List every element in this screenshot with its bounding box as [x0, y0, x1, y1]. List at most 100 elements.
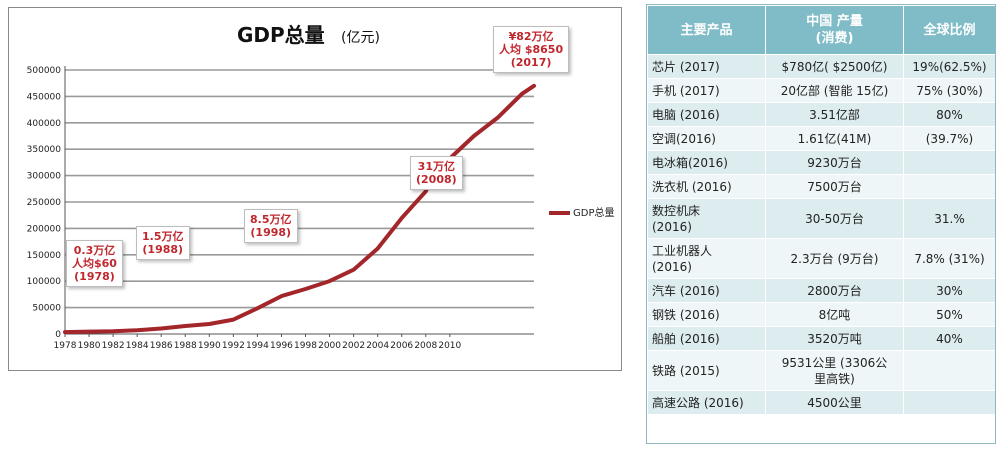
table-row: 电冰箱(2016) 9230万台 [647, 150, 995, 175]
cell-global-share: 19%(62.5%) [903, 54, 995, 79]
cell-china-output: 20亿部 (智能 15亿) [765, 78, 904, 103]
header-global-share: 全球比例 [903, 5, 995, 55]
x-tick-label: 2008 [414, 341, 437, 351]
cell-china-output: 2.3万台 (9万台) [765, 238, 904, 279]
table-row: 工业机器人 (2016) 2.3万台 (9万台) 7.8% (31%) [647, 238, 995, 279]
annotation-line: (2017) [510, 56, 552, 69]
x-tick-label: 2006 [390, 341, 413, 351]
annotation-1978: 0.3万亿 人均$60 (1978) [66, 240, 123, 287]
table-row: 船舶 (2016) 3520万吨 40% [647, 326, 995, 351]
table-row: 手机 (2017) 20亿部 (智能 15亿) 75% (30%) [647, 78, 995, 103]
cell-global-share [903, 350, 995, 391]
cell-china-output: 30-50万台 [765, 198, 904, 239]
x-tick-label: 2004 [366, 341, 389, 351]
cell-global-share [903, 150, 995, 175]
x-tick-label: 1996 [270, 341, 293, 351]
annotation-line: 1.5万亿 [142, 230, 184, 243]
table-row: 空调(2016) 1.61亿(41M) (39.7%) [647, 126, 995, 151]
annotation-line: (2008) [416, 173, 457, 186]
cell-product: 芯片 (2017) [647, 54, 766, 79]
y-tick-label: 500000 [27, 66, 62, 76]
gdp-chart-panel: GDP总量 (亿元) 0 50000 100000 150000 200000 250000 3… [8, 7, 622, 371]
annotation-line: 人均$60 [72, 257, 117, 270]
y-tick-label: 300000 [27, 172, 62, 182]
table-row: 洗衣机 (2016) 7500万台 [647, 174, 995, 199]
cell-china-output: 9531公里 (3306公 里高铁) [765, 350, 904, 391]
annotation-line: 人均 $8650 [499, 43, 564, 56]
cell-china-output: 8亿吨 [765, 302, 904, 327]
header-product: 主要产品 [647, 5, 766, 55]
cell-global-share: 31.% [903, 198, 995, 239]
annotation-2008: 31万亿 (2008) [410, 156, 463, 190]
x-tick-label: 1978 [54, 341, 77, 351]
x-tick-label: 1990 [198, 341, 221, 351]
cell-china-output: 3.51亿部 [765, 102, 904, 127]
cell-china-output: 7500万台 [765, 174, 904, 199]
y-tick-label: 0 [55, 330, 61, 340]
cell-product: 电脑 (2016) [647, 102, 766, 127]
cell-global-share [903, 174, 995, 199]
cell-product: 汽车 (2016) [647, 278, 766, 303]
x-tick-label: 1984 [126, 341, 149, 351]
annotation-1998: 8.5万亿 (1998) [244, 209, 298, 243]
cell-product: 船舶 (2016) [647, 326, 766, 351]
annotation-line: (1988) [142, 243, 184, 256]
y-tick-label: 50000 [32, 304, 61, 314]
production-table-panel: 主要产品 中国 产量 (消费) 全球比例 芯片 (2017) $780亿( $25… [646, 4, 996, 444]
cell-global-share: 75% (30%) [903, 78, 995, 103]
cell-china-output: 2800万台 [765, 278, 904, 303]
cell-product: 空调(2016) [647, 126, 766, 151]
annotation-line: 31万亿 [417, 160, 455, 173]
table-row: 钢铁 (2016) 8亿吨 50% [647, 302, 995, 327]
x-tick-label: 2010 [438, 341, 461, 351]
cell-china-output: 1.61亿(41M) [765, 126, 904, 151]
chart-title: GDP总量 [237, 23, 325, 47]
cell-product: 工业机器人 (2016) [647, 238, 766, 279]
cell-china-output: 9230万台 [765, 150, 904, 175]
cell-global-share: 30% [903, 278, 995, 303]
annotation-2017: ¥82万亿 人均 $8650 (2017) [493, 26, 570, 73]
cell-china-output: 3520万吨 [765, 326, 904, 351]
annotation-line: (1998) [250, 226, 292, 239]
annotation-1988: 1.5万亿 (1988) [136, 226, 190, 260]
x-tick-label: 1982 [102, 341, 125, 351]
x-tick-label: 1994 [246, 341, 269, 351]
y-tick-label: 400000 [27, 119, 62, 129]
cell-global-share: 7.8% (31%) [903, 238, 995, 279]
cell-product: 洗衣机 (2016) [647, 174, 766, 199]
x-tick-label: 2000 [318, 341, 341, 351]
production-table: 主要产品 中国 产量 (消费) 全球比例 芯片 (2017) $780亿( $25… [647, 5, 995, 415]
legend-label: GDP总量 [573, 206, 614, 219]
cell-product: 电冰箱(2016) [647, 150, 766, 175]
table-body: 芯片 (2017) $780亿( $2500亿) 19%(62.5%) 手机 (201… [647, 54, 995, 415]
cell-china-output: 4500公里 [765, 390, 904, 415]
y-tick-label: 250000 [27, 198, 62, 208]
annotation-line: 0.3万亿 [73, 244, 116, 257]
table-row: 数控机床 (2016) 30-50万台 31.% [647, 198, 995, 239]
y-tick-label: 350000 [27, 145, 62, 155]
y-tick-label: 150000 [27, 251, 62, 261]
cell-china-output: $780亿( $2500亿) [765, 54, 904, 79]
annotation-line: 8.5万亿 [250, 213, 292, 226]
cell-global-share: (39.7%) [903, 126, 995, 151]
x-tick-label: 1988 [174, 341, 197, 351]
x-tick-label: 1986 [150, 341, 173, 351]
y-tick-label: 200000 [27, 224, 62, 234]
chart-title-unit: (亿元) [341, 30, 380, 46]
y-tick-label: 100000 [27, 277, 62, 287]
x-tick-label: 2002 [342, 341, 365, 351]
table-header-row: 主要产品 中国 产量 (消费) 全球比例 [647, 5, 995, 55]
table-row: 电脑 (2016) 3.51亿部 80% [647, 102, 995, 127]
table-row: 铁路 (2015) 9531公里 (3306公 里高铁) [647, 350, 995, 391]
x-tick-label: 1980 [78, 341, 101, 351]
table-row: 高速公路 (2016) 4500公里 [647, 390, 995, 415]
cell-global-share: 50% [903, 302, 995, 327]
table-row: 汽车 (2016) 2800万台 30% [647, 278, 995, 303]
cell-product: 高速公路 (2016) [647, 390, 766, 415]
gdp-series-line [63, 83, 536, 335]
cell-global-share [903, 390, 995, 415]
x-tick-label: 1992 [222, 341, 245, 351]
x-tick-label: 1998 [294, 341, 317, 351]
annotation-line: (1978) [74, 270, 115, 283]
y-tick-label: 450000 [27, 92, 62, 102]
